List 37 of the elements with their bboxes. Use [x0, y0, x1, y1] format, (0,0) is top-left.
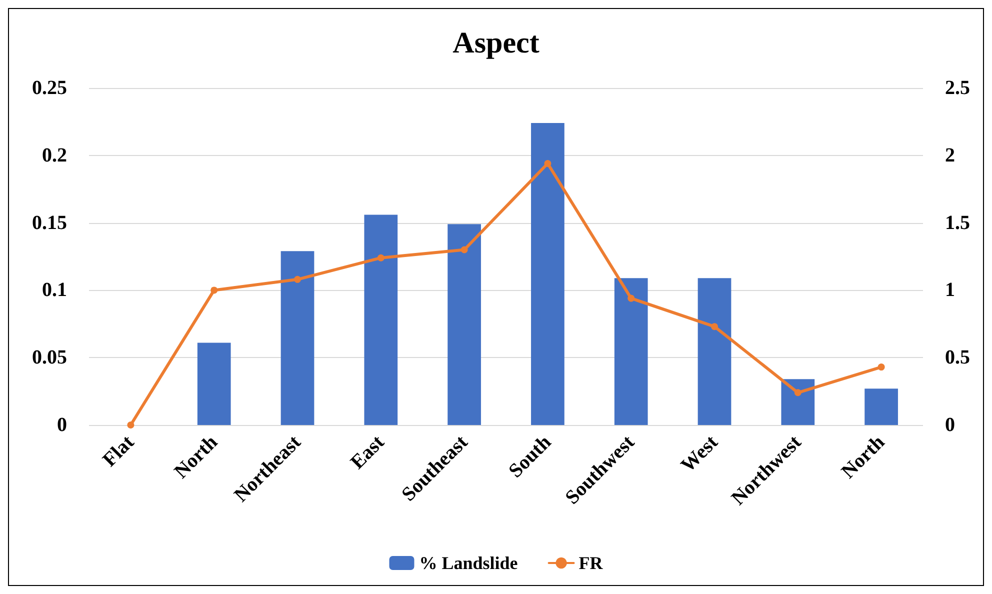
bar [781, 379, 815, 425]
y2-tick-label: 0 [945, 414, 955, 436]
point [794, 389, 802, 396]
y-tick-label: 0 [57, 414, 67, 436]
point [878, 364, 885, 371]
bar [197, 342, 231, 425]
y2-tick-label: 1.5 [945, 212, 970, 234]
y-tick-label: 0.1 [42, 279, 67, 302]
y-tick-label: 0.15 [32, 212, 67, 234]
bar [448, 224, 481, 425]
bar [280, 251, 314, 425]
point [294, 276, 301, 283]
point [210, 286, 218, 294]
point [544, 160, 552, 167]
y-tick-label: 0.2 [42, 144, 67, 166]
y2-tick-label: 2.5 [945, 77, 970, 99]
x-tick-label: West [676, 430, 723, 477]
y2-tick-label: 0.5 [945, 346, 970, 369]
point [628, 294, 635, 302]
y-tick-label: 0.05 [32, 346, 67, 369]
bar [364, 214, 398, 425]
y-tick-label: 0.25 [32, 77, 67, 99]
y2-tick-label: 1 [945, 279, 955, 302]
bar [864, 388, 898, 425]
point [460, 246, 468, 254]
bar [614, 278, 648, 425]
point [127, 422, 134, 428]
bar [531, 123, 564, 425]
point [711, 323, 718, 330]
bar [698, 278, 732, 425]
x-tick-label: Flat [98, 430, 139, 472]
legend-label: FR [578, 553, 604, 573]
y2-tick-label: 2 [945, 144, 955, 166]
legend-label: % Landslide [419, 553, 518, 573]
point [377, 254, 384, 262]
chart-title: Aspect [452, 26, 540, 60]
x-tick-label: East [346, 430, 389, 474]
